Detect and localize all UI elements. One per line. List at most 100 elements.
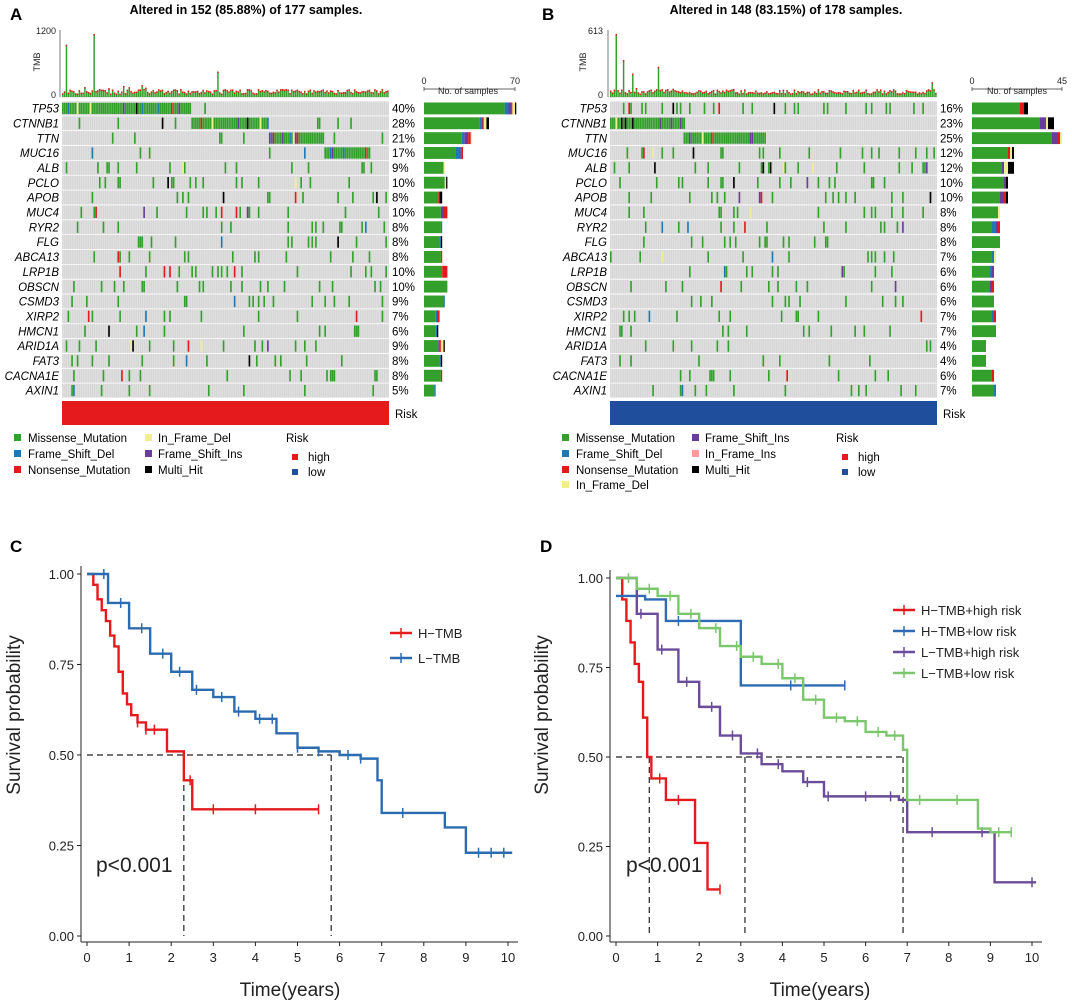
mutation-cell	[65, 102, 68, 115]
tmb-bar	[239, 89, 241, 97]
mutation-cell	[690, 340, 693, 352]
mutation-cell	[211, 266, 214, 278]
legend-swatch-in-frame-del	[145, 434, 152, 441]
tmb-bar-cap	[237, 91, 239, 93]
gene-percent: 4%	[940, 356, 957, 368]
gene-label: PCLO	[576, 178, 607, 190]
tmb-bar-cap	[313, 90, 315, 92]
mutation-cell	[267, 340, 269, 352]
tmb-bar-cap	[666, 89, 669, 91]
tmb-bar-cap	[845, 91, 847, 93]
mutation-cell	[383, 221, 386, 233]
sample-count-bar	[468, 132, 471, 145]
mutation-cell	[248, 295, 251, 308]
mutation-cell	[329, 251, 332, 263]
gene-percent: 10%	[940, 193, 963, 205]
mutation-cell	[331, 280, 334, 293]
tmb-bar-cap	[909, 91, 911, 93]
legend-item: Missense_Mutation	[28, 433, 127, 445]
mutation-cell	[87, 310, 90, 322]
mutation-cell	[193, 117, 195, 129]
mutation-cell	[628, 162, 631, 174]
tmb-bar	[797, 91, 799, 97]
tmb-bar	[903, 93, 906, 97]
mutation-cell	[104, 177, 107, 189]
mutation-cell	[711, 132, 713, 144]
tmb-bar	[252, 92, 254, 97]
mutation-cell	[762, 162, 765, 174]
tmb-bar	[126, 89, 129, 97]
tmb-bar-cap	[139, 89, 142, 91]
tmb-bar-cap	[342, 92, 345, 94]
y-tick-label: 0.25	[49, 839, 74, 854]
mutation-cell	[894, 295, 897, 308]
tmb-bar	[828, 90, 831, 97]
tmb-bar-cap	[231, 89, 234, 91]
sample-count-bar	[972, 191, 1000, 204]
mutation-cell	[665, 117, 667, 129]
tmb-bar-cap	[891, 91, 893, 93]
oncoplot-a: TP53 40%CTNNB1 28%TTN 21%MUC16 17%ALB 9%PCLO 1…	[5, 30, 517, 425]
mutation-cell	[902, 191, 904, 204]
km-curve	[616, 576, 1012, 834]
mutation-cell	[331, 147, 334, 159]
mutation-cell	[782, 162, 785, 174]
tmb-bar-cap	[677, 91, 680, 93]
tmb-bar-cap	[615, 34, 617, 36]
mutation-cell	[771, 251, 774, 263]
tmb-bar-cap	[235, 90, 238, 93]
tmb-bar	[311, 92, 313, 97]
tmb-bar	[148, 93, 151, 97]
tmb-bar-cap	[252, 92, 254, 95]
mutation-cell	[254, 340, 256, 352]
mutation-cell	[239, 117, 242, 129]
sample-count-bar	[424, 206, 441, 219]
legend-swatch-frame-shift-del	[562, 450, 569, 457]
tmb-bar-cap	[692, 93, 695, 95]
mutation-cell	[95, 102, 97, 115]
mutation-cell	[215, 117, 218, 129]
gene-percent: 7%	[940, 386, 957, 398]
tmb-bar-cap	[353, 89, 356, 91]
tmb-bar-cap	[914, 91, 917, 94]
tmb-bar	[905, 89, 908, 97]
tmb-bar-cap	[815, 92, 818, 95]
mutation-cell	[889, 102, 891, 115]
mutation-cell	[722, 177, 724, 189]
mutation-cell	[863, 162, 866, 174]
sample-count-bar	[972, 295, 994, 308]
tmb-bar	[110, 93, 112, 97]
mutation-cell	[679, 370, 682, 382]
mutation-cell	[722, 325, 724, 337]
tmb-bar	[161, 89, 164, 97]
tmb-bar-cap	[305, 93, 308, 95]
mutation-cell	[91, 147, 94, 159]
mutation-cell	[692, 132, 695, 144]
tmb-bar	[276, 89, 278, 97]
tmb-bar-cap	[731, 89, 733, 91]
mutation-cell	[324, 325, 327, 337]
tmb-bar	[935, 92, 937, 97]
gene-percent: 17%	[392, 148, 415, 160]
y-tick-label: 1.00	[578, 571, 603, 586]
tmb-bar	[852, 89, 854, 97]
mutation-cell	[117, 117, 120, 129]
mutation-cell	[368, 147, 371, 159]
mutation-cell	[363, 162, 365, 174]
tmb-bar	[372, 92, 374, 97]
mutation-cell	[361, 147, 363, 159]
km-plot-c: Survival probability Time(years) p<0.001…	[4, 566, 518, 1001]
tmb-bar-cap	[202, 89, 204, 92]
tmb-bar-cap	[111, 89, 114, 91]
tmb-bar	[858, 89, 860, 97]
tmb-bar-cap	[736, 92, 739, 94]
tmb-bar-cap	[668, 91, 671, 94]
gene-label: CACNA1E	[553, 371, 608, 383]
mutation-cell	[619, 177, 621, 189]
sample-count-bar	[446, 176, 448, 189]
tmb-bar	[802, 91, 805, 97]
tmb-bar	[826, 92, 829, 97]
mutation-cell	[366, 147, 369, 159]
mutation-cell	[93, 206, 96, 219]
tmb-bar-cap	[676, 90, 678, 93]
